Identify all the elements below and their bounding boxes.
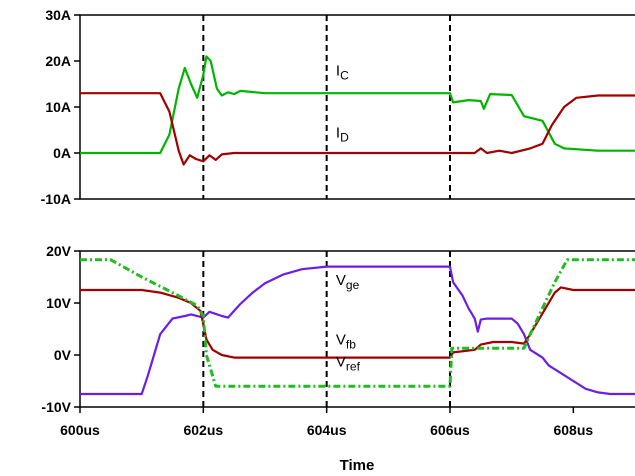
- current-trace-0: [80, 55, 635, 155]
- y-tick-label: 10V: [46, 295, 72, 311]
- trace-label: IC: [336, 63, 349, 83]
- y-tick-label: 20A: [45, 53, 71, 69]
- trace-label: Vfb: [336, 332, 356, 352]
- y-tick-label: 30A: [45, 7, 71, 23]
- voltage-trace-1: [80, 286, 635, 359]
- x-tick-label: 600us: [60, 422, 100, 438]
- trace-label-subscript: fb: [346, 338, 356, 352]
- x-tick-label: 606us: [430, 422, 470, 438]
- trace-label: Vge: [336, 272, 360, 292]
- y-tick-label: 20V: [46, 243, 72, 259]
- y-tick-label: 10A: [45, 99, 71, 115]
- y-tick-label: 0V: [54, 347, 72, 363]
- trace-label-subscript: D: [340, 130, 349, 144]
- trace-label: Vref: [336, 353, 361, 373]
- voltage-axes-frame: [79, 250, 635, 408]
- x-tick-label: 604us: [307, 422, 347, 438]
- trace-label-main: I: [336, 124, 340, 141]
- trace-label-subscript: ge: [346, 278, 360, 292]
- voltage-trace-2: [80, 258, 635, 388]
- current-axes-frame: [79, 14, 635, 200]
- voltage-plot: 20V 10V 0V -10V 600us 602us 604us 606us 608us Vge…: [41, 243, 635, 438]
- y-tick-label: -10V: [41, 399, 71, 415]
- trace-label-main: V: [336, 272, 346, 289]
- trace-label-subscript: C: [340, 69, 349, 83]
- x-tick-label: 608us: [553, 422, 593, 438]
- trace-label-main: V: [336, 353, 346, 370]
- trace-label-main: I: [336, 63, 340, 80]
- x-axis-title: Time: [340, 457, 375, 474]
- trace-label: ID: [336, 124, 349, 144]
- trace-label-main: V: [336, 332, 346, 349]
- x-tick-label: 602us: [183, 422, 223, 438]
- voltage-trace-0: [80, 265, 635, 396]
- y-tick-label: -10A: [41, 191, 71, 207]
- y-tick-label: 0A: [53, 145, 71, 161]
- current-trace-1: [80, 92, 635, 166]
- trace-label-subscript: ref: [346, 359, 361, 373]
